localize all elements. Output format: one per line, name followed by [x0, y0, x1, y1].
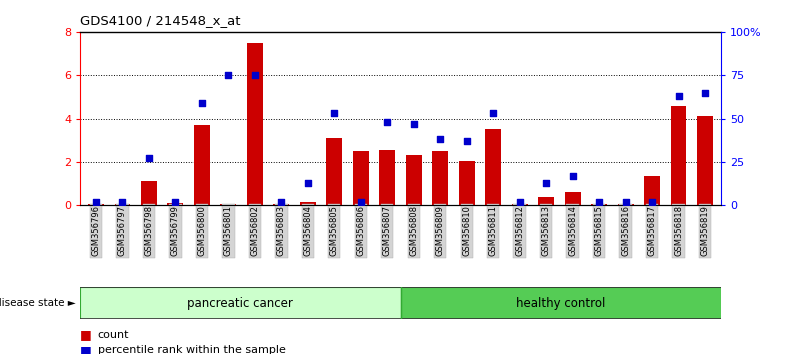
Text: percentile rank within the sample: percentile rank within the sample [98, 346, 286, 354]
Text: GSM356800: GSM356800 [197, 205, 207, 256]
Point [619, 199, 632, 205]
Text: ■: ■ [80, 344, 92, 354]
Bar [80, 287, 401, 319]
Text: GSM356819: GSM356819 [701, 205, 710, 256]
Point [434, 137, 447, 142]
Text: count: count [98, 330, 129, 339]
Text: GSM356806: GSM356806 [356, 205, 365, 256]
Text: healthy control: healthy control [516, 297, 606, 310]
Bar [300, 202, 316, 205]
Point [328, 110, 340, 116]
Bar [141, 182, 157, 205]
Text: GSM356814: GSM356814 [568, 205, 577, 256]
Text: GSM356801: GSM356801 [224, 205, 233, 256]
Text: GSM356799: GSM356799 [171, 205, 180, 256]
Text: disease state ►: disease state ► [0, 298, 76, 308]
Bar [565, 192, 581, 205]
Bar [167, 203, 183, 205]
Point [672, 93, 685, 99]
Point [540, 180, 553, 185]
Point [513, 199, 526, 205]
Bar [247, 43, 263, 205]
Bar [433, 151, 449, 205]
Text: GSM356796: GSM356796 [91, 205, 100, 256]
Bar [485, 130, 501, 205]
Point [195, 100, 208, 106]
Text: GSM356802: GSM356802 [251, 205, 260, 256]
Text: GSM356812: GSM356812 [515, 205, 524, 256]
Text: GSM356807: GSM356807 [383, 205, 392, 256]
Text: pancreatic cancer: pancreatic cancer [187, 297, 293, 310]
Point [301, 180, 314, 185]
Text: GSM356805: GSM356805 [330, 205, 339, 256]
Bar [380, 150, 395, 205]
Text: GSM356811: GSM356811 [489, 205, 497, 256]
Bar [88, 204, 104, 205]
Text: GSM356815: GSM356815 [594, 205, 604, 256]
Point [354, 199, 367, 205]
Point [248, 73, 261, 78]
Bar [220, 204, 236, 205]
Point [380, 119, 393, 125]
Point [461, 138, 473, 144]
Text: GSM356818: GSM356818 [674, 205, 683, 256]
Bar [273, 204, 289, 205]
Bar [194, 125, 210, 205]
Point [143, 156, 155, 161]
Bar [538, 197, 554, 205]
Bar [618, 204, 634, 205]
Point [222, 73, 235, 78]
Bar [644, 176, 660, 205]
Text: GSM356816: GSM356816 [621, 205, 630, 256]
Bar [400, 287, 721, 319]
Point [593, 199, 606, 205]
Text: GSM356813: GSM356813 [541, 205, 550, 256]
Text: GDS4100 / 214548_x_at: GDS4100 / 214548_x_at [80, 14, 240, 27]
Bar [512, 204, 528, 205]
Text: GSM356798: GSM356798 [144, 205, 154, 256]
Bar [115, 204, 131, 205]
Text: GSM356810: GSM356810 [462, 205, 471, 256]
Point [646, 199, 658, 205]
Text: GSM356797: GSM356797 [118, 205, 127, 256]
Point [116, 199, 129, 205]
Point [275, 199, 288, 205]
Bar [670, 105, 686, 205]
Text: GSM356804: GSM356804 [304, 205, 312, 256]
Bar [591, 204, 607, 205]
Bar [326, 138, 342, 205]
Point [698, 90, 711, 96]
Bar [459, 161, 475, 205]
Text: GSM356803: GSM356803 [277, 205, 286, 256]
Point [169, 199, 182, 205]
Text: ■: ■ [80, 328, 92, 341]
Bar [352, 151, 368, 205]
Point [90, 199, 103, 205]
Text: GSM356817: GSM356817 [647, 205, 657, 256]
Point [566, 173, 579, 179]
Bar [406, 155, 421, 205]
Text: GSM356808: GSM356808 [409, 205, 418, 256]
Point [487, 110, 500, 116]
Bar [697, 116, 713, 205]
Text: GSM356809: GSM356809 [436, 205, 445, 256]
Point [408, 121, 421, 127]
